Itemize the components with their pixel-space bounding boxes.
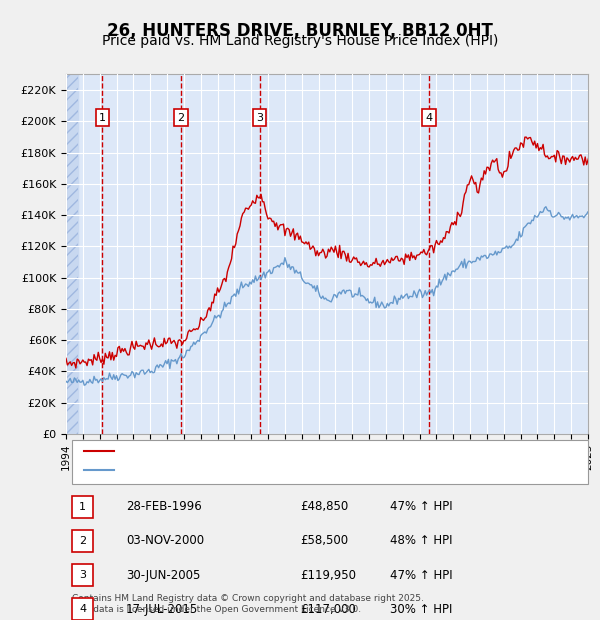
Text: 30% ↑ HPI: 30% ↑ HPI xyxy=(390,603,452,616)
Text: 03-NOV-2000: 03-NOV-2000 xyxy=(126,534,204,547)
Text: 1: 1 xyxy=(79,502,86,512)
Text: 17-JUL-2015: 17-JUL-2015 xyxy=(126,603,198,616)
Text: 30-JUN-2005: 30-JUN-2005 xyxy=(126,569,200,582)
Text: 3: 3 xyxy=(256,113,263,123)
Text: 2: 2 xyxy=(178,113,185,123)
Text: 1: 1 xyxy=(99,113,106,123)
Text: £58,500: £58,500 xyxy=(300,534,348,547)
Text: 47% ↑ HPI: 47% ↑ HPI xyxy=(390,500,452,513)
Text: 4: 4 xyxy=(425,113,432,123)
Text: HPI: Average price, semi-detached house, Burnley: HPI: Average price, semi-detached house,… xyxy=(120,465,400,475)
Text: Price paid vs. HM Land Registry's House Price Index (HPI): Price paid vs. HM Land Registry's House … xyxy=(102,34,498,48)
Text: 47% ↑ HPI: 47% ↑ HPI xyxy=(390,569,452,582)
Text: 3: 3 xyxy=(79,570,86,580)
Text: 26, HUNTERS DRIVE, BURNLEY, BB12 0HT (semi-detached house): 26, HUNTERS DRIVE, BURNLEY, BB12 0HT (se… xyxy=(120,446,485,456)
Text: £119,950: £119,950 xyxy=(300,569,356,582)
Text: 48% ↑ HPI: 48% ↑ HPI xyxy=(390,534,452,547)
Bar xyxy=(66,74,78,434)
Text: £48,850: £48,850 xyxy=(300,500,348,513)
Bar xyxy=(66,74,78,434)
Text: 2: 2 xyxy=(79,536,86,546)
Text: 4: 4 xyxy=(79,604,86,614)
Text: 28-FEB-1996: 28-FEB-1996 xyxy=(126,500,202,513)
Text: 26, HUNTERS DRIVE, BURNLEY, BB12 0HT: 26, HUNTERS DRIVE, BURNLEY, BB12 0HT xyxy=(107,22,493,40)
Text: Contains HM Land Registry data © Crown copyright and database right 2025.
This d: Contains HM Land Registry data © Crown c… xyxy=(72,595,424,614)
Text: £117,000: £117,000 xyxy=(300,603,356,616)
